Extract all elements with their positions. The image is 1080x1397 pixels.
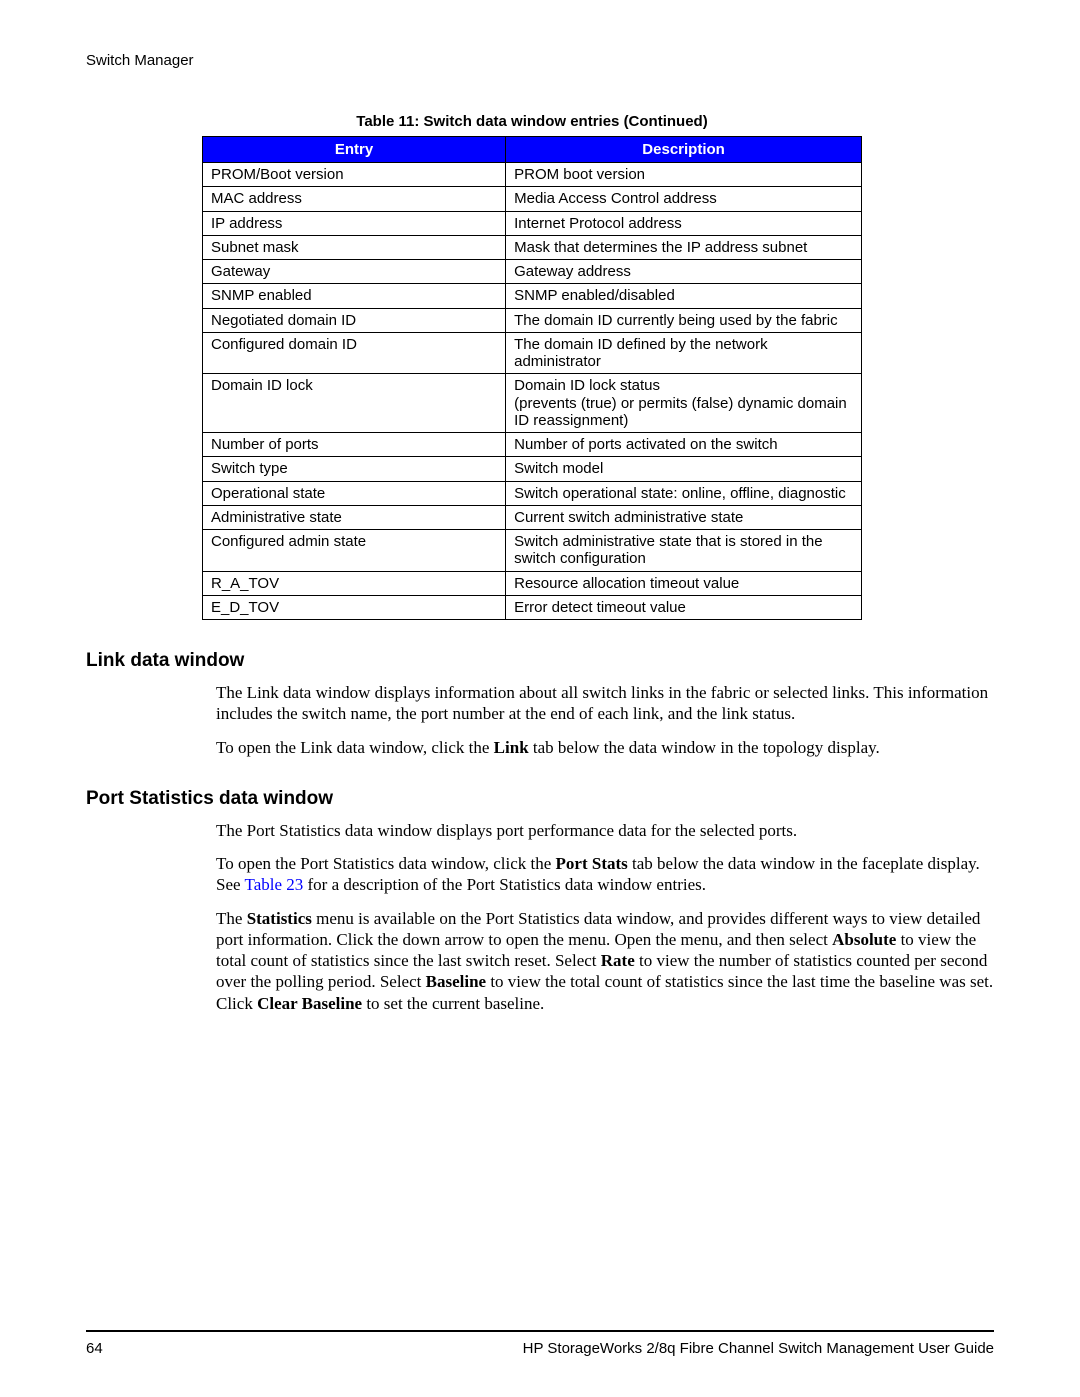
table-row: Configured admin stateSwitch administrat… xyxy=(203,530,862,572)
heading-port-statistics: Port Statistics data window xyxy=(86,788,994,810)
link-data-p1: The Link data window displays informatio… xyxy=(216,682,994,725)
bold-port-stats: Port Stats xyxy=(556,854,628,873)
footer-doc-title: HP StorageWorks 2/8q Fibre Channel Switc… xyxy=(523,1340,994,1357)
port-stats-p1: The Port Statistics data window displays… xyxy=(216,820,994,841)
cell-entry: MAC address xyxy=(203,187,506,211)
table-caption: Table 11: Switch data window entries (Co… xyxy=(202,113,862,130)
cell-entry: Gateway xyxy=(203,260,506,284)
bold-baseline: Baseline xyxy=(426,972,486,991)
table-body: PROM/Boot versionPROM boot versionMAC ad… xyxy=(203,163,862,620)
cell-entry: Operational state xyxy=(203,481,506,505)
table-row: Switch typeSwitch model xyxy=(203,457,862,481)
cell-entry: E_D_TOV xyxy=(203,595,506,619)
bold-rate: Rate xyxy=(601,951,635,970)
cell-description: Domain ID lock status (prevents (true) o… xyxy=(506,374,862,433)
link-data-p2: To open the Link data window, click the … xyxy=(216,737,994,758)
table-container: Table 11: Switch data window entries (Co… xyxy=(202,113,862,620)
table-row: Domain ID lockDomain ID lock status (pre… xyxy=(203,374,862,433)
bold-absolute: Absolute xyxy=(832,930,896,949)
cell-entry: R_A_TOV xyxy=(203,571,506,595)
table-row: PROM/Boot versionPROM boot version xyxy=(203,163,862,187)
bold-statistics: Statistics xyxy=(247,909,312,928)
port-stats-p2: To open the Port Statistics data window,… xyxy=(216,853,994,896)
cell-description: Media Access Control address xyxy=(506,187,862,211)
heading-link-data-window: Link data window xyxy=(86,650,994,672)
bold-link: Link xyxy=(494,738,529,757)
table-row: Configured domain IDThe domain ID define… xyxy=(203,332,862,374)
cell-entry: Subnet mask xyxy=(203,235,506,259)
table-row: Number of portsNumber of ports activated… xyxy=(203,433,862,457)
table-row: Operational stateSwitch operational stat… xyxy=(203,481,862,505)
port-stats-p3: The Statistics menu is available on the … xyxy=(216,908,994,1014)
table-row: Subnet maskMask that determines the IP a… xyxy=(203,235,862,259)
cell-description: Gateway address xyxy=(506,260,862,284)
cell-description: Error detect timeout value xyxy=(506,595,862,619)
cell-entry: PROM/Boot version xyxy=(203,163,506,187)
cell-description: Switch administrative state that is stor… xyxy=(506,530,862,572)
cell-entry: Configured admin state xyxy=(203,530,506,572)
cell-entry: Negotiated domain ID xyxy=(203,308,506,332)
cell-description: The domain ID currently being used by th… xyxy=(506,308,862,332)
text-run: To open the Link data window, click the xyxy=(216,738,494,757)
cell-entry: Configured domain ID xyxy=(203,332,506,374)
cell-entry: Domain ID lock xyxy=(203,374,506,433)
port-stats-body: The Port Statistics data window displays… xyxy=(216,820,994,1014)
page-number: 64 xyxy=(86,1340,103,1357)
table-row: GatewayGateway address xyxy=(203,260,862,284)
table-row: SNMP enabledSNMP enabled/disabled xyxy=(203,284,862,308)
table-row: Administrative stateCurrent switch admin… xyxy=(203,505,862,529)
cell-description: SNMP enabled/disabled xyxy=(506,284,862,308)
cell-description: Internet Protocol address xyxy=(506,211,862,235)
page: Switch Manager Table 11: Switch data win… xyxy=(0,0,1080,1397)
bold-clear-baseline: Clear Baseline xyxy=(257,994,362,1013)
table-row: IP addressInternet Protocol address xyxy=(203,211,862,235)
cell-description: Number of ports activated on the switch xyxy=(506,433,862,457)
cell-entry: SNMP enabled xyxy=(203,284,506,308)
cell-description: Switch model xyxy=(506,457,862,481)
text-run: to set the current baseline. xyxy=(362,994,544,1013)
cell-entry: Number of ports xyxy=(203,433,506,457)
cell-description: Resource allocation timeout value xyxy=(506,571,862,595)
text-run: The xyxy=(216,909,247,928)
cell-description: PROM boot version xyxy=(506,163,862,187)
cell-entry: IP address xyxy=(203,211,506,235)
link-data-body: The Link data window displays informatio… xyxy=(216,682,994,758)
link-table-23[interactable]: Table 23 xyxy=(245,875,304,894)
th-description: Description xyxy=(506,137,862,163)
page-footer: 64 HP StorageWorks 2/8q Fibre Channel Sw… xyxy=(86,1330,994,1357)
table-row: E_D_TOVError detect timeout value xyxy=(203,595,862,619)
cell-description: Current switch administrative state xyxy=(506,505,862,529)
switch-data-table: Entry Description PROM/Boot versionPROM … xyxy=(202,136,862,620)
th-entry: Entry xyxy=(203,137,506,163)
text-run: for a description of the Port Statistics… xyxy=(303,875,706,894)
cell-entry: Administrative state xyxy=(203,505,506,529)
cell-description: The domain ID defined by the network adm… xyxy=(506,332,862,374)
table-row: MAC addressMedia Access Control address xyxy=(203,187,862,211)
table-row: R_A_TOVResource allocation timeout value xyxy=(203,571,862,595)
cell-entry: Switch type xyxy=(203,457,506,481)
cell-description: Mask that determines the IP address subn… xyxy=(506,235,862,259)
text-run: To open the Port Statistics data window,… xyxy=(216,854,556,873)
table-row: Negotiated domain IDThe domain ID curren… xyxy=(203,308,862,332)
running-head: Switch Manager xyxy=(86,52,994,69)
table-header-row: Entry Description xyxy=(203,137,862,163)
text-run: tab below the data window in the topolog… xyxy=(529,738,880,757)
cell-description: Switch operational state: online, offlin… xyxy=(506,481,862,505)
